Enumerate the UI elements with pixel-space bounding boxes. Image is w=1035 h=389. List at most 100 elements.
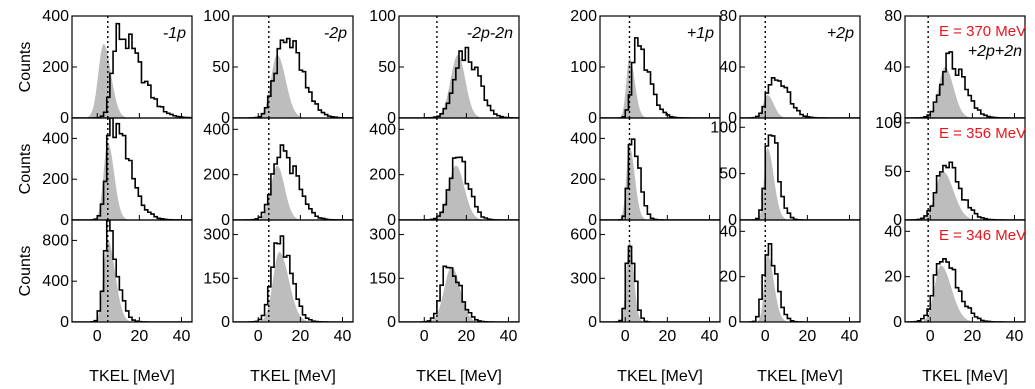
x-tick-label: 20 bbox=[457, 328, 475, 345]
y-tick-label: 80 bbox=[884, 8, 902, 25]
y-tick-label: 50 bbox=[212, 59, 230, 76]
y-tick-label: 50 bbox=[884, 163, 902, 180]
y-axis-label: Counts bbox=[17, 42, 34, 93]
energy-label: E = 356 MeV bbox=[939, 125, 1026, 142]
experiment-histogram bbox=[233, 144, 353, 220]
y-tick-label: 100 bbox=[710, 119, 737, 136]
panel-frame bbox=[599, 117, 721, 221]
y-tick-label: 400 bbox=[42, 130, 69, 147]
panel-frame bbox=[739, 117, 861, 221]
x-axis-label: TKEL [MeV] bbox=[416, 368, 502, 385]
column-tag: -2p-2n bbox=[467, 25, 513, 42]
x-axis-label: TKEL [MeV] bbox=[250, 368, 336, 385]
column-tag: +1p bbox=[687, 25, 714, 42]
x-tick-label: 20 bbox=[291, 328, 309, 345]
y-tick-label: 200 bbox=[369, 167, 396, 184]
simulation-distribution bbox=[233, 54, 353, 118]
y-tick-label: 200 bbox=[570, 171, 597, 188]
experiment-histogram bbox=[600, 37, 720, 118]
simulation-distribution bbox=[740, 95, 860, 118]
experiment-histogram bbox=[905, 161, 1025, 220]
y-tick-label: 100 bbox=[203, 8, 230, 25]
energy-label: E = 346 MeV bbox=[939, 227, 1026, 244]
y-axis-label: Counts bbox=[17, 246, 34, 297]
y-tick-label: 0 bbox=[728, 212, 737, 229]
x-tick-label: 20 bbox=[130, 328, 148, 345]
column-tag: -2p bbox=[324, 25, 347, 42]
simulation-distribution bbox=[72, 44, 192, 118]
simulation-distribution bbox=[905, 171, 1025, 220]
panel-frame bbox=[71, 219, 193, 323]
y-tick-label: 40 bbox=[719, 223, 737, 240]
simulation-distribution bbox=[72, 142, 192, 220]
x-tick-label: 0 bbox=[93, 328, 102, 345]
y-tick-label: 0 bbox=[387, 212, 396, 229]
x-tick-label: 40 bbox=[500, 328, 518, 345]
y-tick-label: 600 bbox=[570, 227, 597, 244]
simulation-distribution bbox=[72, 240, 192, 322]
experiment-histogram bbox=[740, 134, 860, 220]
y-tick-label: 200 bbox=[570, 8, 597, 25]
y-tick-label: 0 bbox=[893, 110, 902, 127]
y-tick-label: 400 bbox=[570, 130, 597, 147]
experiment-histogram bbox=[600, 138, 720, 220]
experiment-histogram bbox=[72, 220, 192, 322]
experiment-histogram bbox=[600, 245, 720, 322]
y-tick-label: 40 bbox=[884, 223, 902, 240]
experiment-histogram bbox=[740, 77, 860, 118]
x-tick-label: 20 bbox=[658, 328, 676, 345]
y-tick-label: 150 bbox=[369, 270, 396, 287]
x-tick-label: 20 bbox=[963, 328, 981, 345]
x-axis-label: TKEL [MeV] bbox=[922, 368, 1008, 385]
x-tick-label: 20 bbox=[798, 328, 816, 345]
y-tick-label: 800 bbox=[42, 232, 69, 249]
x-tick-label: 40 bbox=[841, 328, 859, 345]
y-tick-label: 80 bbox=[719, 8, 737, 25]
y-tick-label: 300 bbox=[203, 227, 230, 244]
simulation-distribution bbox=[600, 240, 720, 322]
y-tick-label: 100 bbox=[570, 59, 597, 76]
y-tick-label: 0 bbox=[221, 314, 230, 331]
y-axis-label: Counts bbox=[17, 144, 34, 195]
simulation-distribution bbox=[600, 146, 720, 220]
y-tick-label: 50 bbox=[719, 166, 737, 183]
panel-frame bbox=[398, 219, 520, 323]
y-tick-label: 400 bbox=[42, 273, 69, 290]
x-tick-label: 40 bbox=[1006, 328, 1024, 345]
y-tick-label: 20 bbox=[884, 269, 902, 286]
y-tick-label: 0 bbox=[588, 212, 597, 229]
y-tick-label: 400 bbox=[42, 8, 69, 25]
simulation-distribution bbox=[740, 254, 860, 322]
y-tick-label: 0 bbox=[221, 110, 230, 127]
x-axis-label: TKEL [MeV] bbox=[89, 368, 175, 385]
y-tick-label: 0 bbox=[60, 314, 69, 331]
y-tick-label: 200 bbox=[203, 167, 230, 184]
panel-frame bbox=[739, 219, 861, 323]
y-tick-label: 20 bbox=[719, 269, 737, 286]
experiment-histogram bbox=[905, 258, 1025, 322]
x-tick-label: 0 bbox=[761, 328, 770, 345]
simulation-distribution bbox=[233, 252, 353, 322]
simulation-distribution bbox=[399, 54, 519, 118]
y-tick-label: 0 bbox=[893, 314, 902, 331]
simulation-distribution bbox=[905, 265, 1025, 322]
y-tick-label: 0 bbox=[728, 314, 737, 331]
experiment-histogram bbox=[72, 118, 192, 220]
y-tick-label: 0 bbox=[387, 110, 396, 127]
y-tick-label: 0 bbox=[60, 110, 69, 127]
experiment-histogram bbox=[905, 51, 1025, 118]
simulation-distribution bbox=[905, 67, 1025, 118]
simulation-distribution bbox=[740, 147, 860, 220]
column-tag: -1p bbox=[163, 25, 186, 42]
panel-frame bbox=[599, 219, 721, 323]
y-tick-label: 0 bbox=[728, 110, 737, 127]
simulation-distribution bbox=[399, 165, 519, 220]
y-tick-label: 50 bbox=[378, 59, 396, 76]
simulation-distribution bbox=[399, 266, 519, 322]
y-tick-label: 40 bbox=[719, 59, 737, 76]
panel-frame bbox=[904, 219, 1026, 323]
y-tick-label: 0 bbox=[60, 212, 69, 229]
y-tick-label: 400 bbox=[369, 121, 396, 138]
y-tick-label: 0 bbox=[221, 212, 230, 229]
